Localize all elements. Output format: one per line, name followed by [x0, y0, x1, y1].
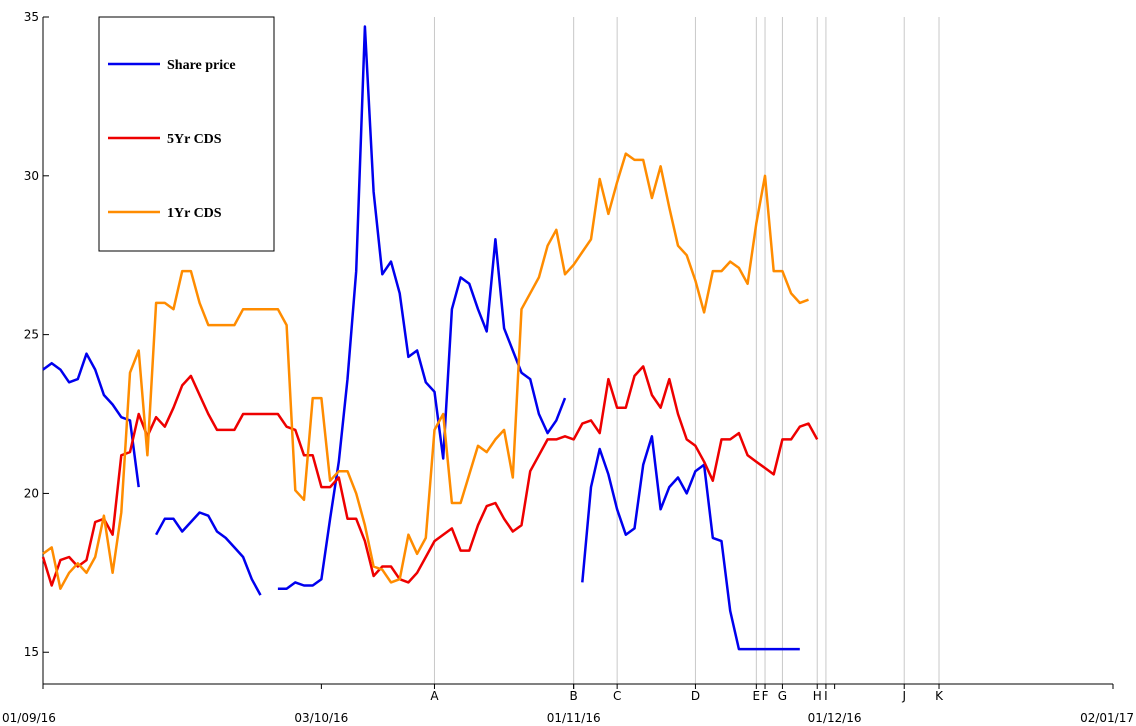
- y-tick-label: 15: [24, 645, 39, 659]
- legend-label-1yr-cds: 1Yr CDS: [167, 206, 222, 221]
- event-label-C: C: [613, 689, 621, 703]
- event-label-J: J: [901, 689, 906, 703]
- series-line-5yr-cds: [41, 365, 819, 587]
- event-label-A: A: [430, 689, 439, 703]
- event-label-B: B: [570, 689, 578, 703]
- x-tick-label: 01/12/16: [808, 711, 862, 725]
- y-tick-label: 30: [24, 169, 39, 183]
- y-tick-label: 20: [24, 486, 39, 500]
- series-lines: [41, 25, 819, 651]
- event-label-H: H: [813, 689, 822, 703]
- series-line-share-price: [155, 511, 262, 596]
- y-tick-label: 25: [24, 328, 39, 342]
- x-tick-label: 03/10/16: [294, 711, 348, 725]
- legend-label-share-price: Share price: [167, 58, 236, 73]
- y-tick-label: 35: [24, 10, 39, 24]
- legend-label-5yr-cds: 5Yr CDS: [167, 132, 222, 147]
- event-label-G: G: [778, 689, 787, 703]
- event-label-E: E: [753, 689, 761, 703]
- event-label-D: D: [691, 689, 700, 703]
- series-line-share-price: [42, 352, 140, 488]
- series-line-share-price: [277, 25, 567, 590]
- event-label-I: I: [824, 689, 828, 703]
- x-tick-label: 01/09/16: [2, 711, 56, 725]
- axes: 15 20 25 30 35 01/09/16 03/10/16 01/11/16 01/12/…: [2, 10, 1134, 725]
- series-line-share-price: [581, 435, 800, 651]
- series-line-1yr-cds: [42, 152, 809, 590]
- x-tick-label: 02/01/17: [1080, 711, 1134, 725]
- legend: Share price 5Yr CDS 1Yr CDS: [98, 16, 275, 252]
- event-label-F: F: [762, 689, 769, 703]
- x-tick-label: 01/11/16: [547, 711, 601, 725]
- event-marker-lines: [433, 17, 940, 684]
- event-label-K: K: [935, 689, 944, 703]
